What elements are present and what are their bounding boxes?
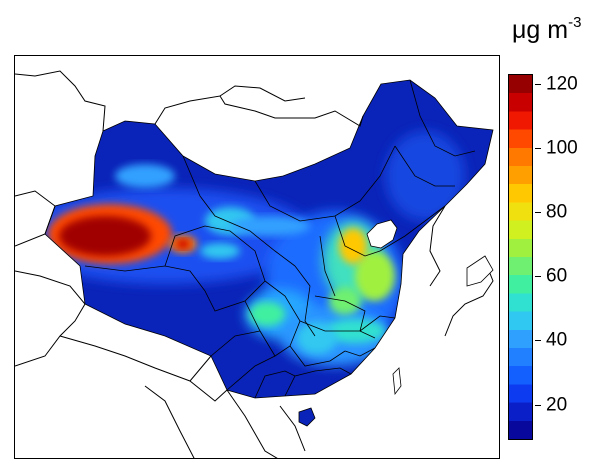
colorbar-tick-label: 100 bbox=[546, 137, 578, 159]
colorbar-tick-label: 20 bbox=[546, 394, 568, 416]
unit-main: μg m bbox=[512, 16, 569, 44]
province-henan bbox=[314, 295, 366, 332]
province-anhui bbox=[359, 315, 396, 332]
zone-wuhan bbox=[297, 322, 337, 354]
province-jiangxi bbox=[344, 347, 376, 357]
province-liaoning bbox=[379, 205, 446, 252]
map-frame bbox=[14, 55, 500, 459]
zone-junggar bbox=[115, 164, 175, 188]
border-laos bbox=[226, 389, 278, 458]
province-northeast-1 bbox=[394, 145, 455, 187]
province-guangdong bbox=[284, 367, 352, 397]
zone-qinghai bbox=[200, 243, 240, 259]
country-borders bbox=[15, 70, 494, 458]
unit-label: μg m-3 bbox=[512, 14, 581, 45]
province-hunan bbox=[289, 345, 346, 367]
border-mongolia bbox=[154, 95, 364, 127]
colorbar-tick-label: 60 bbox=[546, 265, 568, 287]
border-india bbox=[59, 335, 212, 382]
border-mongolia-north bbox=[219, 85, 306, 102]
border-kazakhstan bbox=[15, 70, 106, 132]
colorbar-tick-label: 120 bbox=[546, 73, 578, 95]
border-vietnam bbox=[279, 405, 306, 452]
zone-shandong bbox=[355, 251, 395, 301]
unit-superscript: -3 bbox=[568, 14, 582, 31]
colorbar-tick bbox=[535, 212, 541, 214]
border-indochina bbox=[144, 385, 195, 458]
bohai-sea bbox=[366, 219, 398, 249]
border-afghanistan bbox=[15, 270, 86, 367]
colorbar-tick bbox=[535, 83, 541, 85]
zone-tarim-east-core bbox=[176, 239, 190, 249]
zone-inner-mongolia bbox=[230, 216, 310, 236]
border-myanmar bbox=[189, 380, 228, 402]
colorbar-tick-label: 80 bbox=[546, 201, 568, 223]
concentration-map bbox=[15, 70, 494, 458]
colorbar-tick-label: 40 bbox=[546, 329, 568, 351]
zone-taklimakan-core bbox=[59, 216, 151, 256]
province-hebei bbox=[334, 215, 381, 257]
taiwan-island bbox=[392, 367, 402, 396]
zone-northeast bbox=[385, 131, 465, 221]
china-boundaries bbox=[44, 79, 494, 399]
province-shanxi bbox=[319, 235, 336, 297]
province-tibet-east bbox=[210, 330, 261, 357]
hainan-island bbox=[298, 407, 316, 427]
province-hubei bbox=[299, 320, 376, 339]
colorbar-tick bbox=[535, 147, 541, 149]
colorbar-tick bbox=[535, 276, 541, 278]
colorbar bbox=[508, 74, 533, 440]
province-yunnan bbox=[226, 355, 276, 391]
province-guangxi bbox=[254, 370, 296, 399]
china-outline bbox=[44, 79, 494, 399]
colorbar-tick bbox=[535, 340, 541, 342]
border-japan bbox=[444, 260, 494, 337]
border-korea bbox=[429, 205, 446, 287]
province-northeast-2 bbox=[409, 79, 476, 157]
colorbar-tick bbox=[535, 404, 541, 406]
zone-beijing-hotspot bbox=[339, 228, 367, 264]
province-xinjiang-tibet bbox=[84, 265, 246, 312]
china-field bbox=[45, 80, 493, 398]
japan-islands bbox=[466, 255, 494, 287]
province-gansu bbox=[182, 155, 296, 267]
zone-chengdu bbox=[249, 302, 285, 326]
province-shaanxi bbox=[294, 265, 316, 337]
